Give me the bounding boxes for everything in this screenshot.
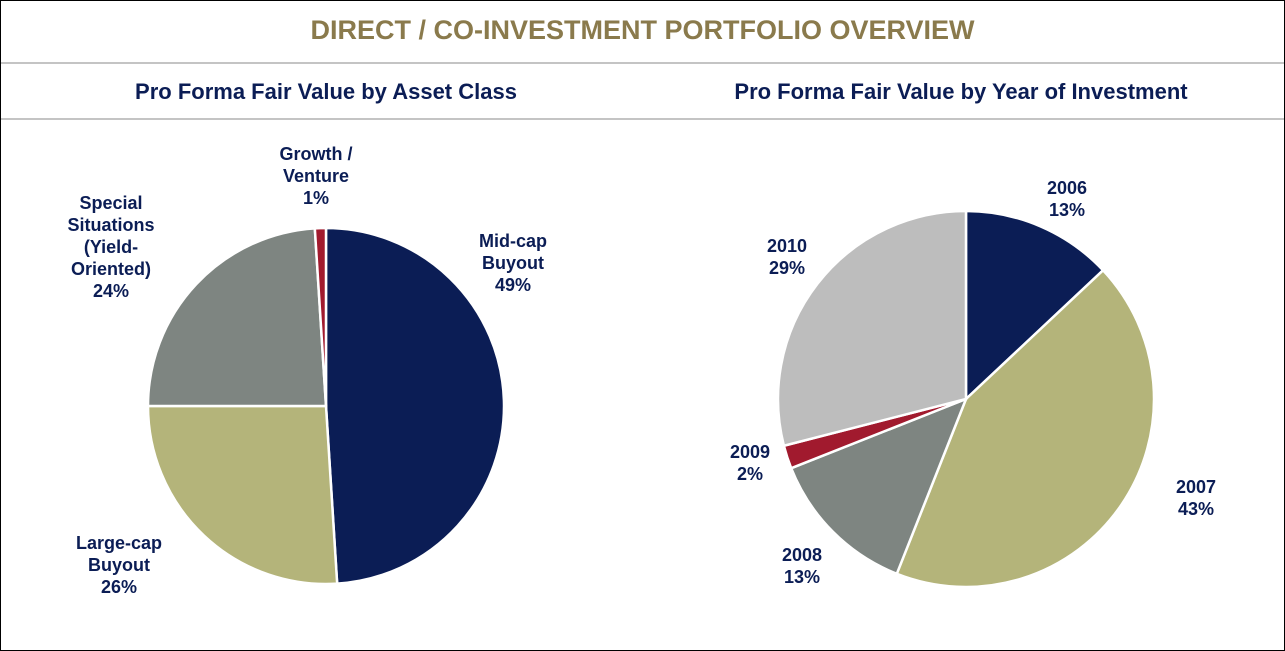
pie-slice	[964, 209, 1105, 402]
slice-label: Special Situations (Yield-Oriented) 24%	[56, 192, 166, 302]
slice-label: 2009 2%	[720, 441, 780, 485]
slice-value: 1%	[302, 188, 329, 208]
slice-label: 2010 29%	[757, 235, 817, 279]
slice-name: Large-cap Buyout	[75, 533, 163, 575]
pie-slice	[313, 226, 328, 407]
pie-slice	[895, 268, 1156, 589]
slice-name: Growth / Venture	[279, 144, 353, 186]
slice-name: 2006	[1046, 178, 1088, 198]
slice-label: Large-cap Buyout 26%	[64, 532, 174, 598]
chart-title: Pro Forma Fair Value by Year of Investme…	[734, 79, 1188, 104]
pie-slice	[789, 396, 969, 576]
slice-label: Growth / Venture 1%	[271, 143, 361, 209]
slice-label: 2006 13%	[1037, 177, 1097, 221]
slice-label: Mid-cap Buyout 49%	[458, 230, 568, 296]
slice-value: 13%	[783, 567, 821, 587]
slice-value: 49%	[494, 275, 532, 295]
slice-label: 2008 13%	[772, 544, 832, 588]
slice-value: 29%	[768, 258, 806, 278]
slice-name: Mid-cap Buyout	[478, 231, 547, 273]
slice-name: 2007	[1175, 477, 1217, 497]
pie-slice	[776, 209, 968, 448]
slice-label: 2007 43%	[1166, 476, 1226, 520]
slice-value: 43%	[1177, 499, 1215, 519]
slice-name: 2008	[781, 545, 823, 565]
slice-name: 2009	[729, 442, 771, 462]
slice-value: 2%	[736, 464, 763, 484]
slice-value: 24%	[92, 281, 130, 301]
slice-value: 13%	[1048, 200, 1086, 220]
slice-name: Special Situations (Yield-Oriented)	[67, 193, 155, 279]
slice-name: 2010	[766, 236, 808, 256]
slide-title: DIRECT / CO-INVESTMENT PORTFOLIO OVERVIE…	[310, 15, 975, 45]
pie-slice	[146, 227, 328, 408]
pie-slice	[146, 404, 339, 586]
chart-title: Pro Forma Fair Value by Asset Class	[135, 79, 517, 104]
pie-slice	[324, 226, 506, 585]
slice-value: 26%	[100, 577, 138, 597]
